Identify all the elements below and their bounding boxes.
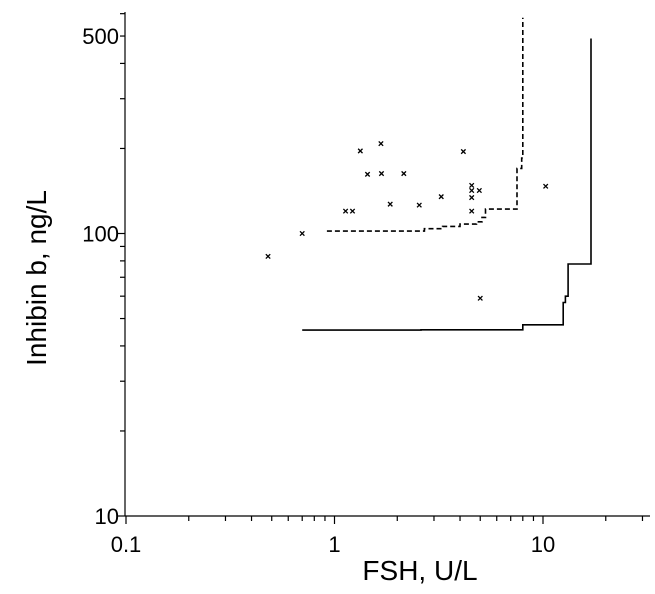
- data-point-stroke: [364, 171, 371, 177]
- data-point: [387, 201, 393, 207]
- data-point: [349, 208, 356, 214]
- data-point: [476, 187, 482, 194]
- x-tick-label: 10: [531, 532, 555, 557]
- data-point-stroke: [357, 148, 363, 154]
- y-axis-title: Inhibin b, ng/L: [21, 190, 52, 366]
- data-point-stroke: [416, 202, 422, 208]
- data-point-stroke: [342, 208, 349, 214]
- y-tick-label: 10: [95, 504, 119, 529]
- x-axis-title: FSH, U/L: [362, 555, 477, 586]
- data-point: [469, 208, 475, 214]
- data-point: [477, 295, 483, 301]
- data-point-stroke: [460, 148, 467, 155]
- data-point-stroke: [265, 253, 271, 260]
- data-point: [438, 194, 444, 200]
- data-point: [378, 140, 384, 147]
- data-point-stroke: [349, 208, 356, 214]
- data-point-stroke: [469, 208, 475, 214]
- y-tick-label: 100: [82, 222, 119, 247]
- data-point-stroke: [438, 194, 444, 200]
- data-point-stroke: [543, 183, 549, 189]
- data-points: [265, 140, 549, 301]
- x-tick-label: 0.1: [111, 532, 142, 557]
- data-point-stroke: [476, 187, 482, 194]
- dashed-step-line: [326, 17, 524, 232]
- data-point: [469, 182, 475, 189]
- data-point-stroke: [477, 295, 483, 301]
- data-point-stroke: [387, 201, 393, 207]
- y-tick-label: 500: [82, 24, 119, 49]
- data-point-stroke: [469, 194, 475, 201]
- data-point: [401, 170, 407, 177]
- data-point: [364, 171, 371, 177]
- data-point: [299, 230, 305, 237]
- data-point: [460, 148, 467, 155]
- ticks: 0.1 1 10 10 100 500: [82, 13, 644, 557]
- data-point: [469, 194, 475, 201]
- series-lines: [302, 17, 592, 331]
- data-point: [543, 183, 549, 189]
- data-point-stroke: [469, 182, 475, 189]
- data-point-stroke: [401, 170, 407, 177]
- data-point: [342, 208, 349, 214]
- data-point: [378, 170, 385, 177]
- data-point-stroke: [469, 187, 475, 194]
- data-point: [357, 148, 363, 154]
- data-point: [416, 202, 422, 208]
- data-point-stroke: [378, 140, 384, 147]
- axes: [124, 12, 650, 517]
- data-point: [265, 253, 271, 260]
- solid-step-line: [302, 38, 592, 331]
- data-point-stroke: [299, 230, 305, 237]
- data-point-stroke: [378, 170, 385, 177]
- data-point: [469, 187, 475, 194]
- x-tick-label: 1: [328, 532, 340, 557]
